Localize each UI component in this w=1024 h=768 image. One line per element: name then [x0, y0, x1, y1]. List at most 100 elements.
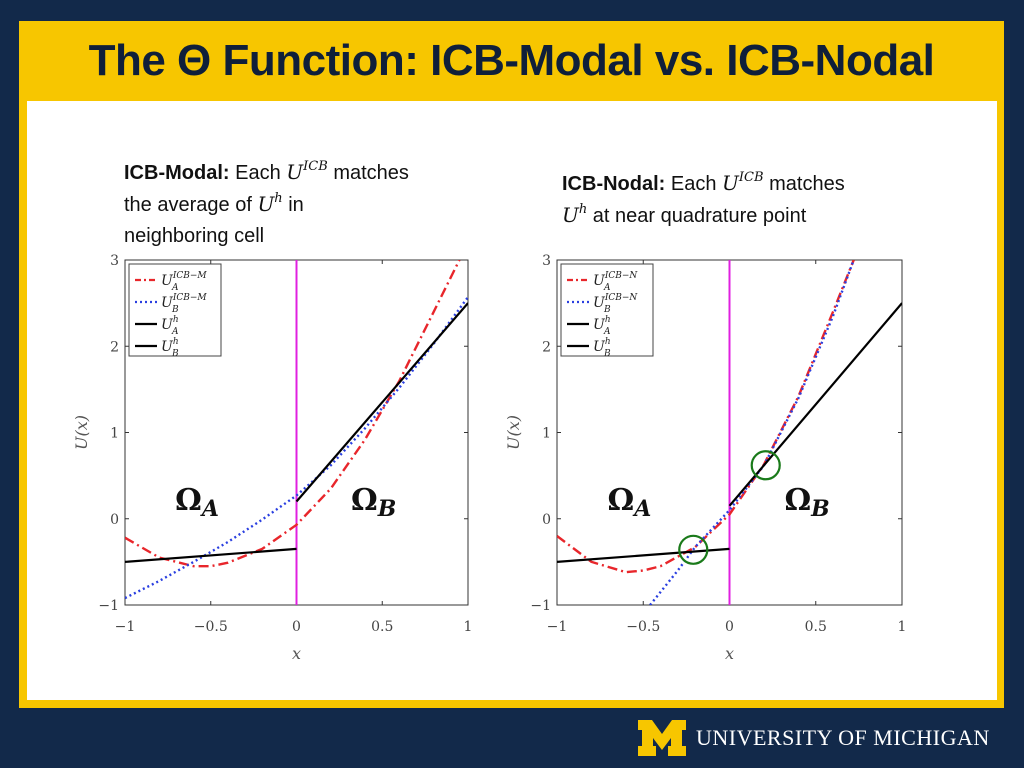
y-tick-label: 1 [110, 426, 119, 442]
region-label-b: ΩB [784, 483, 829, 522]
legend-sub: A [171, 283, 179, 293]
series-group [557, 260, 902, 605]
caption-right-matches: matches [769, 173, 845, 195]
region-label-b: ΩB [351, 483, 396, 522]
legend-entry: UICB−N A [593, 271, 638, 293]
series-line-4 [295, 302, 468, 503]
x-tick-label: 1 [898, 619, 907, 635]
y-tick-label: 0 [110, 512, 119, 528]
x-tick-label: 1 [464, 619, 473, 635]
legend-sup: ICB−N [604, 293, 639, 303]
series-group [125, 260, 468, 600]
caption-right: ICB-Nodal: Each UICB matches Uh at near … [562, 168, 932, 232]
region-b-sub: B [810, 496, 830, 522]
y-tick-label: 3 [110, 253, 119, 269]
caption-left-lead: ICB-Modal: [124, 162, 230, 184]
x-axis-label: x [725, 644, 734, 663]
legend-base: U [593, 295, 606, 311]
caption-right-icb: ICB [738, 170, 764, 185]
caption-right-lead: ICB-Nodal: [562, 173, 666, 195]
series-line-3 [557, 547, 730, 563]
x-tick-label: 0.5 [371, 619, 393, 635]
legend-sup: h [173, 315, 179, 325]
caption-right-uh: U [562, 203, 579, 227]
legend-sup: h [605, 315, 611, 325]
caption-left-line3: neighboring cell [124, 225, 265, 247]
region-a-omega: Ω [175, 483, 202, 518]
legend-base: U [593, 339, 606, 355]
legend-sup: ICB−N [604, 271, 639, 281]
region-a-sub: A [632, 496, 651, 522]
university-logo: UNIVERSITY OF MICHIGAN [636, 716, 990, 760]
legend-base: U [161, 295, 174, 311]
y-axis-label: U(x) [72, 415, 91, 450]
caption-left-each: Each [235, 162, 281, 184]
caption-left-line2: the average of [124, 194, 252, 216]
caption-right-u: U [722, 171, 739, 195]
legend-sup: h [605, 337, 611, 347]
legend-entry: Uh B [161, 337, 179, 359]
caption-right-each: Each [670, 173, 717, 195]
caption-left-in: in [288, 194, 304, 216]
region-label-a: ΩA [608, 483, 652, 522]
legend-sup: h [173, 337, 179, 347]
legend-entry: UICB−M A [161, 271, 207, 293]
caption-left-uh: U [257, 192, 275, 216]
legend-base: U [161, 317, 174, 333]
caption-left-h: h [274, 191, 283, 206]
y-tick-label: 2 [110, 339, 119, 355]
y-tick-label: 1 [542, 426, 551, 442]
series-line-3 [125, 547, 297, 563]
legend-entry: Uh A [161, 315, 179, 337]
x-tick-label: −0.5 [194, 619, 228, 635]
x-tick-label: −1 [547, 619, 568, 635]
caption-right-h: h [578, 202, 588, 217]
region-a-sub: A [200, 496, 219, 522]
x-tick-label: −0.5 [626, 619, 660, 635]
legend-sup: ICB−M [172, 271, 208, 281]
legend-sup: ICB−M [172, 293, 208, 303]
y-tick-label: −1 [98, 598, 119, 614]
y-tick-label: 0 [542, 512, 551, 528]
legend-sub: A [603, 283, 611, 293]
x-tick-label: −1 [115, 619, 136, 635]
caption-left-u: U [286, 160, 304, 184]
y-tick-label: 3 [542, 253, 551, 269]
series-line-4 [728, 302, 902, 507]
legend-sub: B [603, 305, 611, 315]
legend-entry: Uh A [593, 315, 611, 337]
legend-sub: B [171, 305, 179, 315]
x-tick-label: 0.5 [805, 619, 827, 635]
slide-title: The Θ Function: ICB-Modal vs. ICB-Nodal [88, 36, 935, 85]
block-m-icon [638, 720, 686, 756]
region-b-omega: Ω [351, 483, 378, 518]
title-bar: The Θ Function: ICB-Modal vs. ICB-Nodal [19, 21, 1004, 101]
caption-left-matches: matches [333, 162, 409, 184]
series-line-2 [649, 260, 855, 605]
legend-base: U [161, 273, 174, 289]
legend-sub: A [603, 327, 611, 337]
legend-entry: UICB−M B [161, 293, 207, 315]
legend-entry: UICB−N B [593, 293, 638, 315]
caption-left-icb: ICB [303, 159, 328, 174]
y-tick-label: 2 [542, 339, 551, 355]
series-line-1 [557, 260, 855, 574]
legend-base: U [161, 339, 174, 355]
region-b-sub: B [377, 496, 397, 522]
caption-left: ICB-Modal: Each UICB matches the average… [124, 157, 464, 252]
region-b-omega: Ω [784, 483, 811, 518]
x-tick-label: 0 [292, 619, 301, 635]
legend-base: U [593, 317, 606, 333]
caption-right-rest: at near quadrature point [592, 205, 807, 227]
legend-entry: Uh B [593, 337, 611, 359]
legend-sub: B [171, 349, 179, 359]
university-name: UNIVERSITY OF MICHIGAN [696, 725, 990, 750]
legend-sub: A [171, 327, 179, 337]
x-tick-label: 0 [725, 619, 734, 635]
legend-base: U [593, 273, 606, 289]
y-tick-label: −1 [530, 598, 551, 614]
series-line-2 [125, 296, 468, 600]
